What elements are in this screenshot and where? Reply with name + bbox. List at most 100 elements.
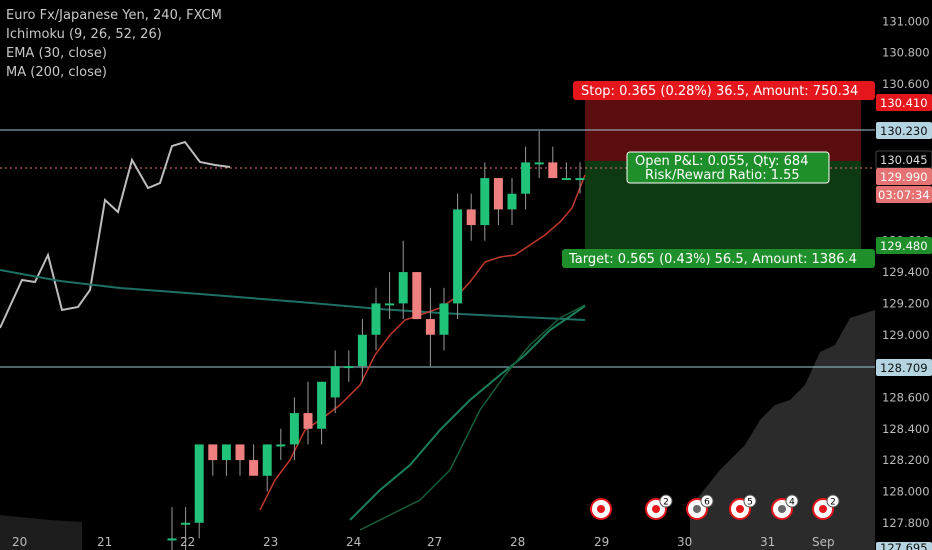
x-tick-label: 21	[97, 535, 112, 549]
candle-up	[398, 272, 408, 304]
candle-up	[439, 303, 449, 335]
candle-up	[371, 303, 381, 335]
legend-ichimoku[interactable]: Ichimoku (9, 26, 52, 26)	[6, 27, 162, 42]
ichimoku-cloud	[690, 310, 875, 550]
candles-group	[167, 131, 585, 550]
lagging-span-line	[0, 140, 231, 329]
price-tag-last: 129.990 03:07:34	[876, 168, 932, 203]
event-markers[interactable]: 2 6 5 4 2	[590, 494, 840, 520]
x-tick-label: 28	[510, 535, 525, 549]
target-label[interactable]: Target: 0.565 (0.43%) 56.5, Amount: 1386…	[562, 249, 875, 268]
ichimoku-base-line	[349, 305, 586, 521]
x-tick-label: 30	[677, 535, 692, 549]
x-tick-label: 31	[760, 535, 775, 549]
x-tick-label: 29	[594, 535, 609, 549]
price-tag-target: 129.480	[876, 237, 932, 254]
ichimoku-cloud-left	[0, 515, 82, 550]
stop-label-text: Stop: 0.365 (0.28%) 36.5, Amount: 750.34	[581, 84, 858, 99]
stop-label[interactable]: Stop: 0.365 (0.28%) 36.5, Amount: 750.34	[573, 81, 875, 100]
candle-up	[534, 162, 544, 165]
price-tag-upper-line: 130.230	[876, 122, 932, 139]
y-tick-label: 128.200	[882, 453, 930, 467]
event-count-text: 2	[663, 498, 669, 508]
price-tag-stop-text: 130.410	[880, 96, 928, 110]
candle-up	[561, 178, 571, 181]
event-dot	[652, 505, 660, 513]
price-tag-upper-line-text: 130.230	[880, 124, 928, 138]
candle-down	[303, 413, 313, 429]
candle-down	[425, 319, 435, 335]
x-tick-label: 27	[427, 535, 442, 549]
price-tag-stop: 130.410	[876, 94, 932, 111]
ma200-line	[0, 269, 586, 321]
event-marker[interactable]: 2	[645, 494, 673, 520]
event-dot	[736, 505, 744, 513]
event-count-badge	[659, 494, 673, 508]
price-tag-last-text: 129.990	[880, 170, 928, 184]
candle-up	[276, 444, 286, 447]
y-tick-label: 128.000	[882, 484, 930, 498]
rr-label-text: Risk/Reward Ratio: 1.55	[645, 168, 800, 183]
event-count-badge	[743, 494, 757, 508]
event-marker[interactable]: 5	[729, 494, 757, 520]
countdown-text: 03:07:34	[878, 188, 930, 202]
price-tag-target-text: 129.480	[880, 239, 928, 253]
candle-up	[507, 193, 517, 210]
price-tag-bottom: 127.695	[876, 541, 932, 550]
candle-up	[262, 444, 272, 476]
price-tag-lower-line: 128.709	[876, 359, 932, 376]
candle-up	[344, 366, 354, 369]
event-count-badge	[826, 494, 840, 508]
event-dot	[819, 505, 827, 513]
legend-symbol[interactable]: Euro Fx/Japanese Yen, 240, FXCM	[6, 8, 222, 23]
price-tag-entry-text: 130.045	[880, 153, 928, 167]
event-count-badge	[700, 494, 714, 508]
stop-zone	[585, 95, 861, 161]
candle-up	[521, 162, 531, 194]
event-dot	[597, 505, 605, 513]
event-marker[interactable]: 4	[771, 494, 799, 520]
price-tag-lower-line-text: 128.709	[880, 361, 928, 375]
pnl-label-text: Open P&L: 0.055, Qty: 684	[635, 154, 808, 169]
candle-down	[208, 444, 218, 461]
candle-up	[385, 303, 395, 306]
candle-up	[221, 444, 231, 461]
target-label-text: Target: 0.565 (0.43%) 56.5, Amount: 1386…	[568, 252, 857, 267]
event-marker[interactable]: 6	[686, 494, 714, 520]
y-tick-label: 127.800	[882, 516, 930, 530]
y-tick-label: 128.400	[882, 422, 930, 436]
pnl-label[interactable]: Open P&L: 0.055, Qty: 684 Risk/Reward Ra…	[626, 151, 830, 184]
candle-down	[466, 209, 476, 226]
event-count-text: 5	[747, 498, 753, 508]
event-marker[interactable]	[590, 498, 612, 520]
x-tick-label: 24	[346, 535, 361, 549]
candle-up	[480, 178, 490, 226]
y-tick-label: 129.200	[882, 296, 930, 310]
x-tick-label: 23	[263, 535, 278, 549]
legend-ema[interactable]: EMA (30, close)	[6, 46, 107, 61]
candle-up	[575, 178, 585, 181]
candle-up	[289, 413, 299, 445]
y-tick-label: 130.600	[882, 77, 930, 91]
candle-down	[493, 178, 503, 210]
candle-up	[181, 522, 191, 525]
event-count-text: 6	[704, 498, 710, 508]
candle-up	[453, 209, 463, 304]
event-dot	[778, 505, 786, 513]
y-tick-label: 130.800	[882, 46, 930, 60]
y-tick-label: 129.000	[882, 328, 930, 342]
candle-down	[235, 444, 245, 461]
ichimoku-span-line	[359, 304, 586, 531]
candle-up	[357, 334, 367, 367]
legend: Euro Fx/Japanese Yen, 240, FXCM Ichimoku…	[6, 6, 222, 82]
candle-up	[330, 366, 340, 398]
candle-up	[167, 538, 177, 541]
candle-up	[194, 444, 204, 523]
x-tick-label: 20	[12, 535, 27, 549]
candle-down	[412, 272, 422, 320]
event-marker[interactable]: 2	[812, 494, 840, 520]
event-count-text: 4	[789, 498, 795, 508]
legend-ma[interactable]: MA (200, close)	[6, 65, 107, 80]
x-tick-label: Sep	[812, 535, 835, 549]
